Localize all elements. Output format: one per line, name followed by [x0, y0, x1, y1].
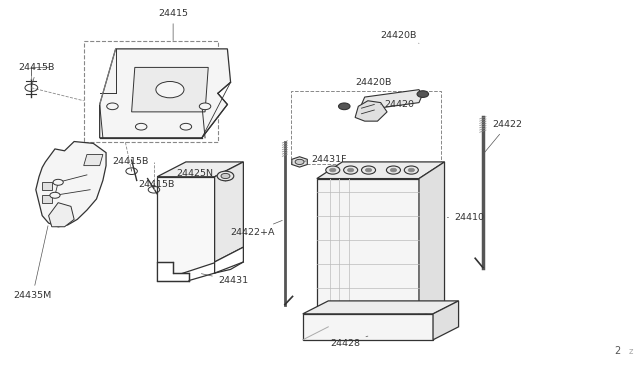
Circle shape: [107, 103, 118, 110]
Text: 24420: 24420: [381, 100, 414, 109]
Circle shape: [417, 91, 429, 97]
Polygon shape: [362, 90, 422, 110]
Text: 24431F: 24431F: [304, 155, 347, 164]
Text: 24428: 24428: [330, 336, 368, 348]
Bar: [84, 41, 218, 141]
Text: 24422+A: 24422+A: [230, 220, 282, 237]
Polygon shape: [132, 67, 208, 112]
Circle shape: [217, 171, 234, 181]
Text: 24415B: 24415B: [138, 180, 174, 189]
Polygon shape: [42, 195, 52, 203]
Polygon shape: [157, 162, 243, 177]
Polygon shape: [214, 162, 243, 262]
Text: 24435M: 24435M: [13, 226, 52, 300]
Circle shape: [326, 166, 340, 174]
Circle shape: [156, 81, 184, 98]
Polygon shape: [317, 162, 445, 179]
Text: z: z: [628, 347, 633, 356]
Circle shape: [408, 168, 415, 172]
Polygon shape: [42, 182, 52, 190]
Polygon shape: [214, 247, 243, 273]
Circle shape: [404, 166, 419, 174]
Text: 24420B: 24420B: [355, 78, 392, 92]
Circle shape: [330, 168, 336, 172]
Circle shape: [344, 166, 358, 174]
Polygon shape: [157, 177, 214, 280]
Circle shape: [390, 168, 397, 172]
Text: 24415B: 24415B: [113, 157, 149, 171]
Text: 24420B: 24420B: [381, 31, 419, 43]
Polygon shape: [49, 203, 74, 227]
Circle shape: [362, 166, 376, 174]
Text: 24410: 24410: [447, 213, 484, 222]
Circle shape: [199, 103, 211, 110]
Circle shape: [295, 159, 304, 164]
Circle shape: [339, 103, 350, 110]
Text: 24415: 24415: [158, 9, 188, 41]
Text: 24431: 24431: [202, 274, 248, 285]
Polygon shape: [355, 101, 387, 121]
Text: 24422: 24422: [484, 121, 522, 153]
Circle shape: [50, 192, 60, 198]
Circle shape: [365, 168, 372, 172]
Polygon shape: [303, 301, 459, 314]
Text: 24425N: 24425N: [176, 169, 218, 177]
Polygon shape: [433, 301, 459, 340]
Polygon shape: [157, 262, 189, 280]
Circle shape: [221, 173, 230, 179]
Polygon shape: [84, 154, 103, 166]
Polygon shape: [36, 141, 106, 227]
Polygon shape: [303, 314, 433, 340]
Text: 2: 2: [614, 346, 620, 356]
Bar: [291, 92, 442, 164]
Polygon shape: [317, 179, 419, 318]
Polygon shape: [419, 162, 445, 318]
Text: 24415B: 24415B: [19, 63, 55, 85]
Polygon shape: [100, 49, 230, 138]
Circle shape: [348, 168, 354, 172]
Circle shape: [53, 179, 63, 185]
Circle shape: [387, 166, 401, 174]
Polygon shape: [292, 157, 307, 167]
Circle shape: [180, 124, 191, 130]
Circle shape: [136, 124, 147, 130]
